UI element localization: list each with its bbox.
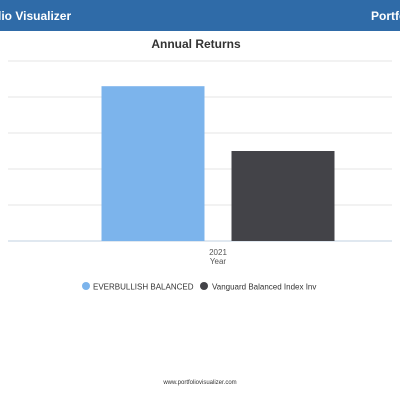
legend-label[interactable]: Vanguard Balanced Index Inv [212,283,316,292]
footer-url: www.portfoliovisualizer.com [163,380,237,386]
x-axis-label: Year [210,257,227,266]
chart-title: Annual Returns [151,37,241,51]
chart-bars [101,86,335,241]
bar-everbullish-balanced[interactable] [101,86,205,241]
legend-label[interactable]: EVERBULLISH BALANCED [93,283,194,292]
brand-title-right: Portfo [371,9,400,23]
annual-returns-chart: Annual Returns 2021 Year EVERBULLISH BAL… [8,37,392,292]
chart-legend: EVERBULLISH BALANCED Vanguard Balanced In… [82,282,316,292]
legend-swatch[interactable] [82,282,90,290]
brand-title-left: lio Visualizer [0,9,72,23]
legend-swatch[interactable] [200,282,208,290]
top-banner: lio Visualizer Portfo [0,0,400,31]
x-axis-ticks: 2021 [209,248,227,257]
bar-vanguard-balanced-index-inv[interactable] [231,151,335,241]
x-tick-label: 2021 [209,248,227,257]
